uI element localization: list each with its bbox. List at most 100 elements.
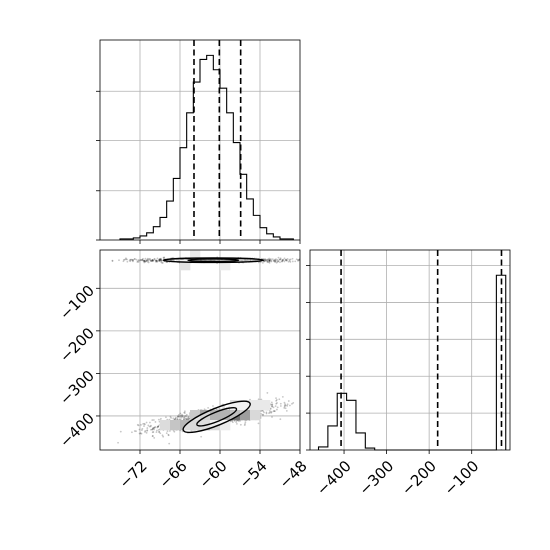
scatter-point	[151, 259, 154, 262]
scatter-point	[158, 430, 161, 433]
scatter-point	[260, 412, 262, 415]
scatter-point	[183, 411, 186, 414]
scatter-point	[273, 259, 275, 262]
scatter-point	[286, 259, 288, 262]
scatter-point	[181, 413, 183, 416]
scatter-point	[283, 404, 286, 407]
scatter-point	[145, 259, 148, 262]
scatter-point	[268, 259, 271, 262]
scatter-point	[167, 434, 170, 437]
scatter-point	[266, 261, 269, 264]
scatter-point	[268, 259, 271, 262]
scatter-point	[289, 261, 292, 263]
scatter-point	[269, 410, 271, 413]
scatter-point	[138, 428, 141, 431]
scatter-point	[136, 261, 139, 263]
scatter-point	[263, 411, 265, 414]
scatter-point	[207, 406, 210, 409]
scatter-point	[144, 259, 147, 262]
scatter-point	[279, 418, 282, 421]
scatter-point	[174, 417, 177, 420]
scatter-point	[269, 411, 271, 414]
scatter-point	[270, 259, 273, 262]
scatter-point	[169, 430, 171, 432]
scatter-point	[243, 424, 246, 426]
scatter-point	[283, 407, 286, 409]
scatter-point	[268, 257, 271, 260]
scatter-point	[170, 417, 172, 419]
scatter-point	[156, 426, 159, 429]
scatter-point	[130, 258, 132, 261]
histogram-2-tick-marks	[306, 265, 473, 454]
scatter-point	[259, 261, 262, 263]
scatter-point	[160, 261, 163, 263]
scatter-point	[131, 259, 134, 262]
scatter-point	[146, 258, 149, 261]
scatter-point	[270, 258, 272, 260]
scatter-point	[162, 435, 165, 438]
scatter-point	[284, 259, 287, 262]
scatter-point	[268, 258, 271, 261]
scatter-point	[184, 414, 187, 417]
scatter-point	[158, 420, 161, 423]
scatter-point	[161, 262, 164, 264]
scatter-point	[158, 258, 161, 261]
density-cell	[190, 250, 201, 261]
scatter-point	[179, 412, 182, 415]
scatter-point	[266, 260, 269, 263]
scatter-point	[141, 258, 144, 261]
density-cell	[160, 420, 171, 431]
scatter-point	[297, 259, 299, 262]
scatter-point	[268, 262, 271, 264]
histogram-panel-param-2	[306, 249, 511, 454]
scatter-point	[275, 397, 277, 400]
scatter-point	[160, 259, 163, 262]
scatter-point	[203, 408, 206, 411]
scatter-point	[298, 259, 300, 262]
scatter-point	[154, 425, 157, 428]
scatter-point	[284, 404, 287, 407]
scatter-point	[187, 416, 189, 419]
scatter-point	[153, 257, 156, 260]
scatter-point	[177, 415, 180, 418]
scatter-point	[275, 408, 278, 411]
scatter-point	[200, 435, 203, 438]
scatter-point	[286, 403, 289, 406]
scatter-point	[266, 259, 268, 262]
density-cell	[240, 410, 251, 421]
density-cell	[170, 420, 181, 431]
density-cell	[220, 260, 231, 271]
scatter-point	[265, 411, 268, 414]
scatter-frame	[99, 249, 301, 451]
scatter-point	[159, 257, 162, 260]
scatter-point	[144, 260, 147, 263]
scatter-point	[281, 259, 284, 262]
scatter-point	[174, 418, 176, 420]
scatter-point	[260, 410, 262, 412]
scatter-point	[160, 259, 163, 262]
scatter-point	[149, 421, 151, 424]
scatter-point	[132, 260, 134, 263]
scatter-point	[158, 431, 161, 433]
scatter-point	[140, 259, 142, 261]
scatter-point	[270, 260, 273, 263]
scatter-point	[133, 430, 136, 432]
scatter-point	[187, 417, 190, 420]
scatter-point	[144, 257, 147, 260]
scatter-point	[143, 259, 145, 262]
scatter-point	[142, 259, 145, 262]
scatter-point	[125, 257, 127, 260]
scatter-point	[151, 435, 154, 437]
scatter-point	[271, 405, 273, 408]
scatter-point	[296, 258, 299, 261]
scatter-point	[155, 259, 158, 262]
scatter-point	[176, 418, 179, 421]
scatter-point	[160, 417, 162, 420]
scatter-point	[281, 395, 284, 398]
scatter-point	[177, 415, 179, 418]
scatter-point	[172, 417, 175, 420]
scatter-point	[265, 259, 267, 262]
scatter-point	[152, 431, 155, 433]
scatter-point	[126, 260, 129, 263]
